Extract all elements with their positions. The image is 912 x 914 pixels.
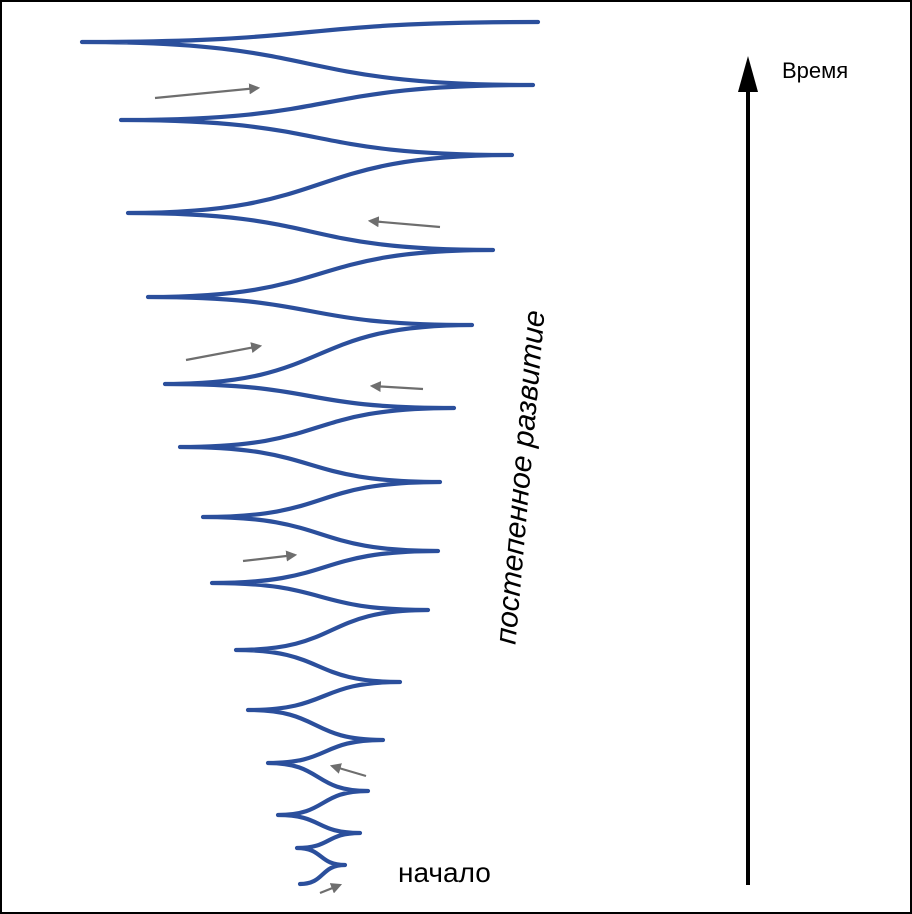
development-label: постепенное развитие	[489, 309, 551, 646]
direction-arrow-left	[369, 381, 424, 393]
direction-arrows	[154, 83, 441, 895]
direction-arrow-right	[185, 342, 263, 362]
spiral-curve	[79, 19, 541, 887]
time-axis-arrowhead	[738, 56, 758, 92]
start-label: начало	[398, 857, 491, 888]
direction-arrow-left	[367, 216, 441, 229]
time-label: Время	[782, 58, 848, 83]
direction-arrow-right	[242, 550, 298, 563]
direction-arrow-left	[329, 763, 367, 778]
direction-arrow-right	[154, 83, 261, 100]
direction-arrow-right	[319, 883, 343, 895]
